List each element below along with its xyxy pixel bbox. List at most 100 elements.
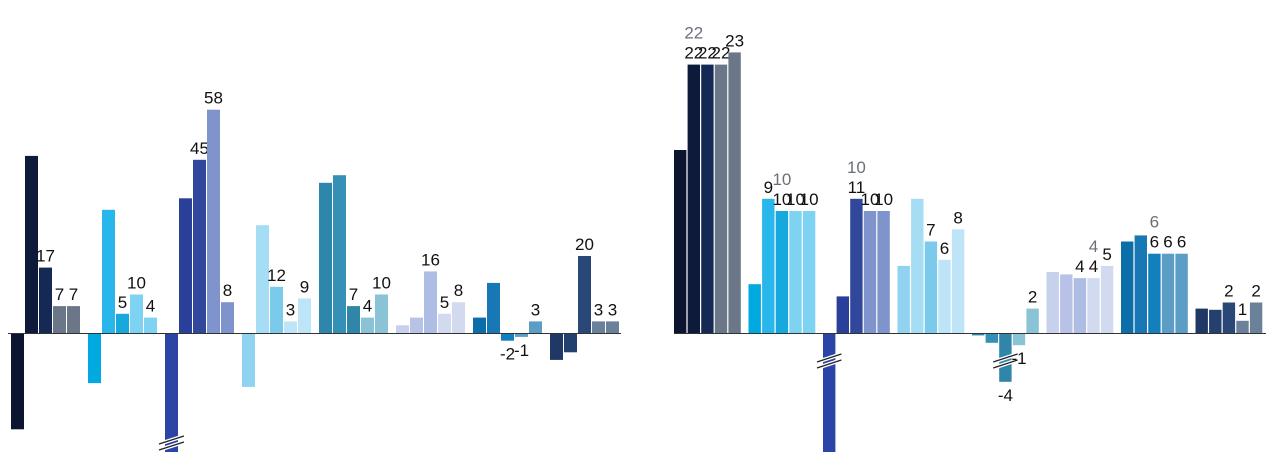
- bar: [424, 271, 437, 333]
- bar: [438, 313, 451, 334]
- data-label: 4: [363, 297, 372, 316]
- data-label: 7: [69, 285, 78, 304]
- bar: [1249, 302, 1263, 333]
- bar: [687, 64, 700, 333]
- bar: [748, 284, 761, 333]
- data-label: 10: [800, 190, 819, 209]
- bar: [1073, 278, 1087, 333]
- bar: [1134, 235, 1147, 333]
- bar: [985, 333, 998, 343]
- bar: [193, 159, 206, 334]
- bar: [1087, 278, 1100, 333]
- bar: [823, 333, 836, 452]
- bar: [515, 333, 528, 337]
- data-label: 10: [786, 190, 805, 209]
- bar: [897, 265, 910, 333]
- axis-break-mark: [158, 435, 185, 445]
- data-label: 2: [1028, 288, 1037, 307]
- bar: [221, 302, 234, 333]
- data-label: 3: [608, 300, 617, 319]
- bar: [714, 64, 728, 333]
- bar: [11, 333, 24, 430]
- axis-break-mark: [816, 359, 842, 369]
- data-label: 11: [848, 178, 866, 197]
- bar: [1026, 308, 1039, 333]
- data-label-stacked: 10: [772, 170, 791, 189]
- data-label: 7: [55, 285, 64, 304]
- data-label: 10: [861, 190, 880, 209]
- data-label: 7: [349, 285, 358, 304]
- bar: [375, 294, 388, 333]
- bar: [1195, 308, 1208, 333]
- bar: [270, 286, 283, 333]
- bar: [1121, 241, 1134, 333]
- data-label: -4: [998, 386, 1013, 405]
- data-label: 3: [286, 300, 295, 319]
- bar: [1100, 265, 1114, 333]
- data-label: 10: [372, 274, 391, 293]
- bar: [347, 306, 360, 333]
- bar: [88, 333, 101, 384]
- bar: [1161, 253, 1175, 333]
- data-label: 45: [190, 139, 209, 158]
- bar: [116, 313, 129, 334]
- bar: [564, 333, 577, 353]
- bar: [863, 211, 877, 333]
- data-label-stacked: 6: [1150, 213, 1159, 232]
- bar: [850, 198, 863, 333]
- bar: [877, 211, 890, 333]
- bar: [361, 317, 374, 333]
- data-label: -1: [1011, 349, 1026, 368]
- bar: [487, 282, 500, 333]
- bar: [39, 267, 52, 333]
- bar: [396, 325, 409, 333]
- axis-break-mark: [816, 353, 842, 363]
- bar: [951, 229, 965, 333]
- bar: [1148, 253, 1161, 333]
- data-label: 9: [764, 178, 773, 197]
- bar: [592, 321, 605, 333]
- bar: [529, 321, 542, 333]
- bar: [501, 333, 514, 341]
- data-label: 6: [940, 239, 949, 258]
- data-label: 10: [127, 274, 146, 293]
- data-label: 22: [712, 44, 731, 63]
- bar: [452, 302, 465, 333]
- data-label: 8: [953, 208, 962, 227]
- bar: [67, 306, 80, 333]
- bar: [1209, 309, 1222, 333]
- data-label: -1: [514, 341, 529, 360]
- axis-break-mark: [992, 359, 1018, 369]
- data-label: -2: [500, 345, 515, 364]
- bar: [165, 333, 178, 452]
- bar: [938, 259, 951, 333]
- data-label-stacked: 4: [1089, 237, 1098, 256]
- data-label: 12: [267, 266, 286, 285]
- axis-break-mark: [158, 441, 185, 451]
- data-label: 3: [594, 300, 603, 319]
- data-label: 8: [454, 281, 463, 300]
- bar: [674, 150, 687, 333]
- bar: [789, 211, 802, 333]
- data-label: 5: [1102, 245, 1111, 264]
- bar: [1060, 274, 1073, 333]
- bar: [606, 321, 619, 333]
- bar: [550, 333, 563, 360]
- bar: [207, 109, 220, 333]
- bar: [972, 333, 985, 336]
- data-label: 20: [575, 235, 594, 254]
- bar: [333, 175, 346, 333]
- data-label: 17: [36, 247, 55, 266]
- bar: [319, 182, 332, 333]
- bar: [701, 64, 714, 333]
- bar: [802, 211, 816, 333]
- data-label: 4: [1089, 257, 1098, 276]
- data-label: 22: [684, 44, 703, 63]
- bar: [578, 256, 591, 333]
- bar: [911, 198, 924, 333]
- data-label: 16: [421, 250, 440, 269]
- bar: [775, 211, 789, 333]
- data-label: 2: [1224, 282, 1233, 301]
